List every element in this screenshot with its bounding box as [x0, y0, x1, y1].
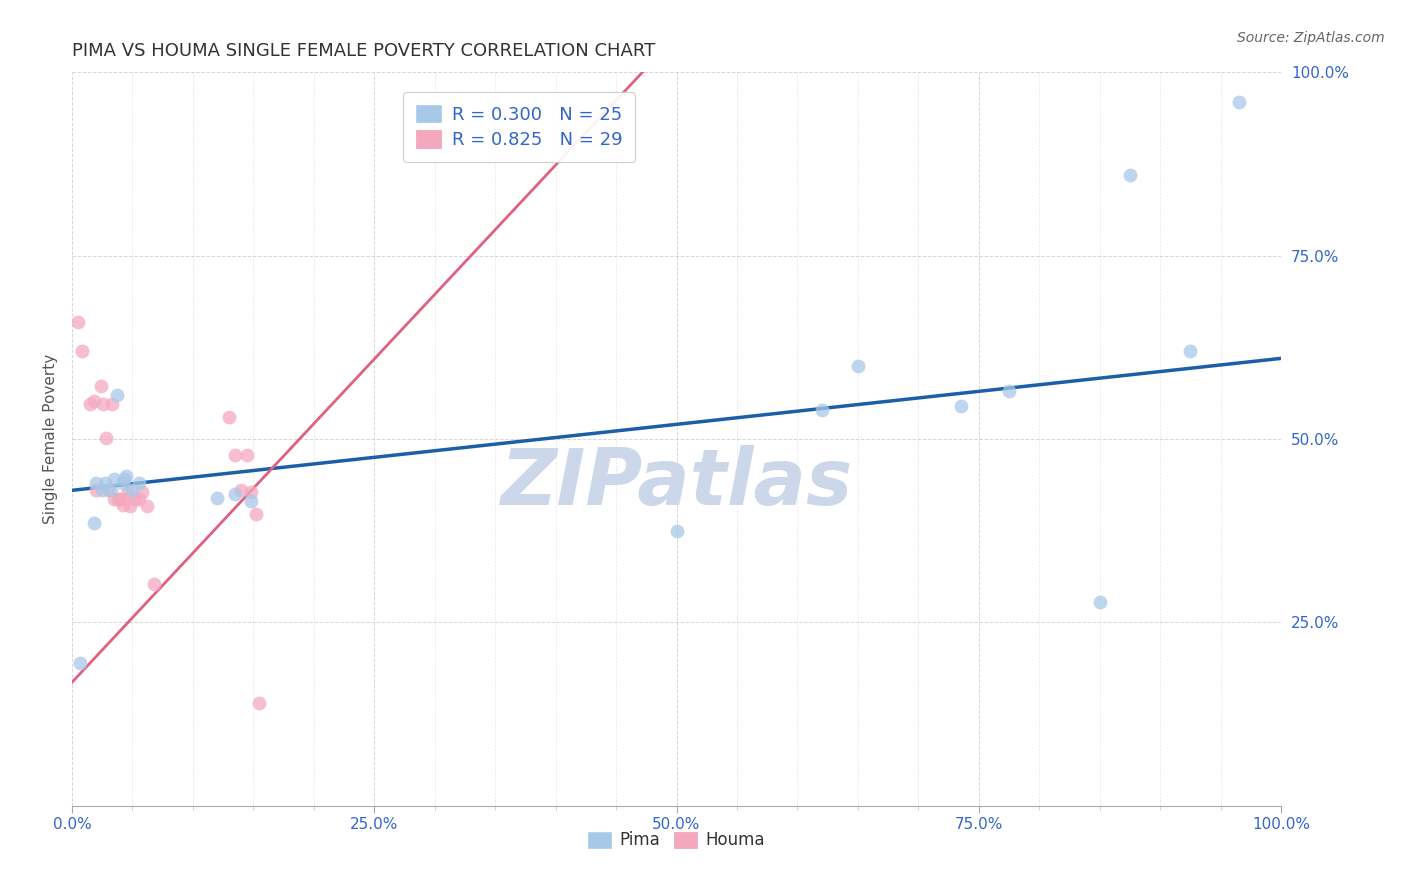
- Point: [103, 472, 125, 486]
- Point: [810, 402, 832, 417]
- Point: [90, 379, 112, 393]
- Point: [115, 468, 138, 483]
- Point: [121, 483, 143, 498]
- Point: [998, 384, 1021, 399]
- Point: [101, 397, 124, 411]
- Point: [124, 492, 146, 507]
- Point: [131, 484, 153, 499]
- Point: [97, 483, 120, 498]
- Text: ZIPatlas: ZIPatlas: [501, 445, 852, 521]
- Point: [91, 483, 114, 498]
- Point: [143, 577, 166, 591]
- Point: [93, 397, 115, 411]
- Point: [111, 498, 134, 512]
- Point: [665, 524, 688, 538]
- Point: [110, 492, 132, 507]
- Point: [118, 500, 141, 514]
- Point: [846, 359, 869, 373]
- Point: [245, 507, 267, 521]
- Point: [218, 410, 240, 425]
- Point: [107, 492, 129, 507]
- Point: [111, 475, 134, 490]
- Point: [239, 484, 262, 499]
- Point: [112, 472, 135, 486]
- Point: [93, 475, 115, 490]
- Point: [249, 696, 271, 710]
- Point: [236, 448, 259, 462]
- Point: [128, 475, 150, 490]
- Point: [114, 492, 136, 507]
- Point: [224, 448, 246, 462]
- Point: [83, 393, 105, 408]
- Point: [84, 475, 107, 490]
- Point: [94, 431, 117, 445]
- Point: [117, 484, 139, 499]
- Point: [103, 492, 125, 507]
- Point: [105, 388, 128, 402]
- Point: [100, 483, 122, 498]
- Point: [79, 397, 101, 411]
- Point: [224, 487, 246, 501]
- Point: [136, 500, 159, 514]
- Point: [205, 491, 228, 505]
- Legend: R = 0.300   N = 25, R = 0.825   N = 29: R = 0.300 N = 25, R = 0.825 N = 29: [404, 93, 636, 161]
- Point: [949, 399, 972, 413]
- Point: [83, 516, 105, 531]
- Point: [1088, 595, 1111, 609]
- Point: [1227, 95, 1250, 109]
- Point: [1180, 344, 1202, 359]
- Point: [69, 656, 91, 670]
- Y-axis label: Single Female Poverty: Single Female Poverty: [44, 354, 58, 524]
- Point: [67, 315, 90, 329]
- Point: [128, 492, 150, 507]
- Point: [239, 494, 262, 508]
- Text: PIMA VS HOUMA SINGLE FEMALE POVERTY CORRELATION CHART: PIMA VS HOUMA SINGLE FEMALE POVERTY CORR…: [72, 42, 655, 60]
- Point: [84, 483, 107, 498]
- Point: [70, 344, 93, 359]
- Point: [1119, 168, 1142, 182]
- Text: Source: ZipAtlas.com: Source: ZipAtlas.com: [1237, 31, 1385, 45]
- Point: [231, 483, 253, 498]
